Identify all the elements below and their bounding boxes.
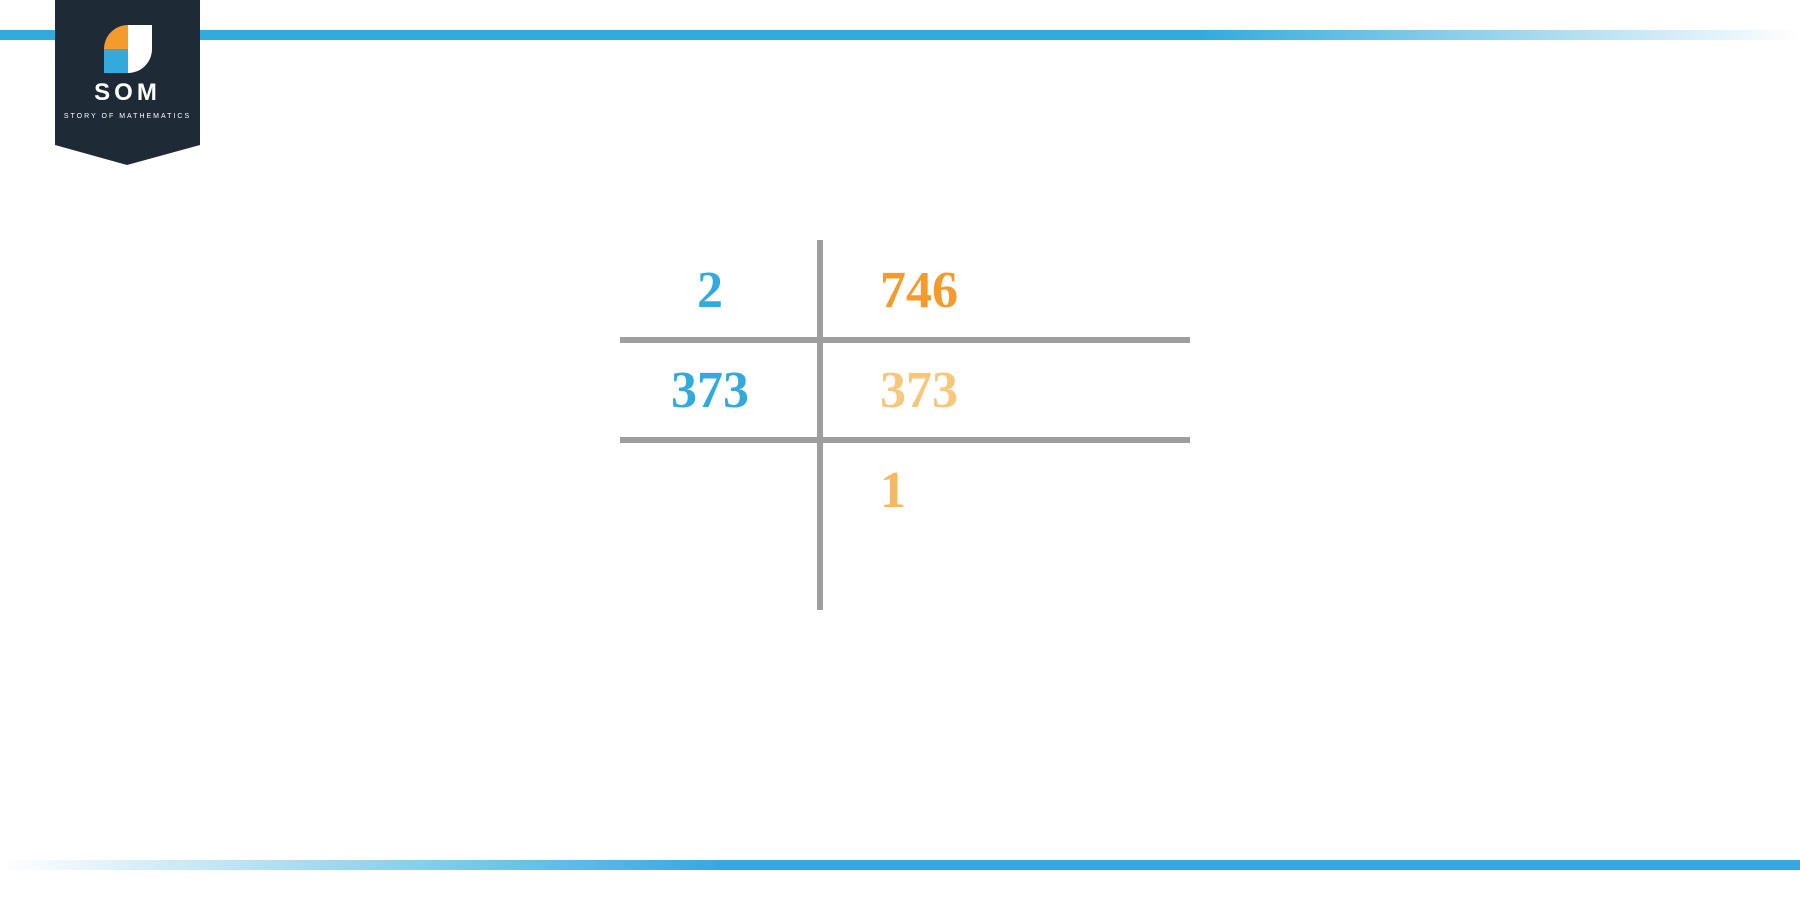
table-row: 2 746 <box>600 240 1200 340</box>
divisor-cell: 373 <box>600 361 820 420</box>
top-bar-right <box>1200 30 1800 40</box>
prime-factorization-table: 2 746 373 373 1 <box>600 240 1200 620</box>
divisor-value: 2 <box>697 262 723 319</box>
top-bar <box>0 30 1800 40</box>
quotient-value: 373 <box>880 362 958 419</box>
bottom-bar-right <box>720 860 1800 870</box>
divisor-cell: 2 <box>600 261 820 320</box>
badge-notch-icon <box>55 145 200 165</box>
brand-title: SOM <box>94 79 161 107</box>
table-row: 373 373 <box>600 340 1200 440</box>
bottom-bar-left <box>0 860 720 870</box>
logo-quarter-tl <box>104 25 128 49</box>
factorization-values: 2 746 373 373 1 <box>600 240 1200 540</box>
brand-logo-icon <box>104 25 152 73</box>
brand-badge: SOM STORY OF MATHEMATICS <box>55 0 200 165</box>
divisor-value: 373 <box>671 362 749 419</box>
bottom-bar <box>0 860 1800 870</box>
quotient-cell: 746 <box>820 261 1200 320</box>
logo-quarter-br <box>128 49 152 73</box>
logo-quarter-tr <box>128 25 152 49</box>
quotient-value: 1 <box>880 462 906 519</box>
logo-quarter-bl <box>104 49 128 73</box>
quotient-value: 746 <box>880 262 958 319</box>
badge-body: SOM STORY OF MATHEMATICS <box>55 0 200 145</box>
quotient-cell: 1 <box>820 461 1200 520</box>
table-row: 1 <box>600 440 1200 540</box>
brand-subtitle: STORY OF MATHEMATICS <box>64 113 191 120</box>
quotient-cell: 373 <box>820 361 1200 420</box>
